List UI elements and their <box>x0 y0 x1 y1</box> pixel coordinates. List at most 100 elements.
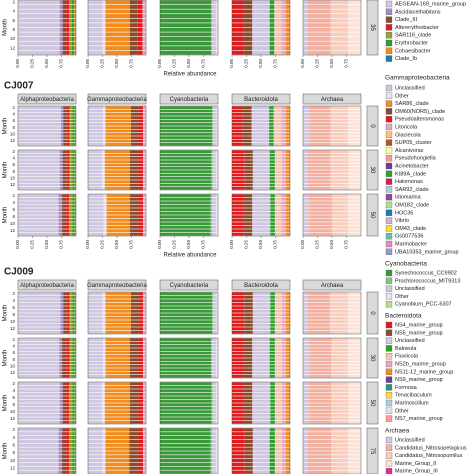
bar-segment <box>281 462 286 467</box>
bar-segment <box>331 432 349 436</box>
bar-segment <box>138 194 144 198</box>
bar-segment <box>18 358 60 362</box>
bar-segment <box>281 354 286 358</box>
bar-segment <box>66 302 70 306</box>
bar-segment <box>331 403 349 407</box>
bar-segment <box>103 358 106 362</box>
bar-segment <box>160 9 212 14</box>
bar-segment <box>75 32 76 37</box>
bar-segment <box>243 222 253 226</box>
bar-segment <box>270 197 275 201</box>
bar-segment <box>75 14 76 19</box>
bar-segment <box>63 142 67 146</box>
strip <box>159 93 219 105</box>
bar-segment <box>58 455 63 459</box>
bar-segment <box>252 392 271 396</box>
bar-segment <box>105 451 130 455</box>
bar-segment <box>129 156 139 160</box>
bar-segment <box>103 225 107 229</box>
legend-label: UBA10353_marine_group <box>395 249 459 255</box>
bar-segment <box>281 50 286 55</box>
bar-segment <box>62 439 67 444</box>
bar-segment <box>139 292 144 296</box>
bar-segment <box>143 462 146 467</box>
bar-segment <box>103 116 106 120</box>
bar-segment <box>66 180 70 184</box>
bar-segment <box>348 142 361 146</box>
bar-segment <box>129 439 139 444</box>
bar-segment <box>270 211 275 215</box>
bar-segment <box>285 180 290 184</box>
bar-segment <box>18 183 60 187</box>
legend-swatch <box>385 353 393 360</box>
bar-segment <box>331 455 349 459</box>
legend-label: NS5_marine_group <box>395 330 443 336</box>
bar-segment <box>138 470 144 474</box>
bar-segment <box>232 176 245 180</box>
bar-segment <box>62 341 67 345</box>
bar-segment <box>160 316 213 320</box>
bar-segment <box>129 186 139 190</box>
bar-segment <box>330 186 349 190</box>
bar-segment <box>69 215 73 219</box>
legend-label: Prochlorococcus_MIT9313 <box>395 278 460 284</box>
bar-segment <box>274 186 282 190</box>
bar-segment <box>243 194 253 198</box>
bar-segment <box>216 302 218 306</box>
bar-segment <box>72 180 75 184</box>
bar-segment <box>102 18 106 23</box>
x-tick-label: 0.25 <box>315 240 320 249</box>
panel-border <box>17 291 77 335</box>
legend-label: Cyanobium_PCC-6307 <box>395 302 452 308</box>
bar-segment <box>212 201 217 205</box>
bar-segment <box>252 211 271 215</box>
bar-segment <box>330 183 349 187</box>
bar-segment <box>138 389 144 393</box>
bar-segment <box>252 27 270 32</box>
bar-segment <box>105 41 130 46</box>
bar-segment <box>103 371 106 375</box>
bar-segment <box>101 166 105 170</box>
bar-segment <box>102 302 106 306</box>
bar-segment <box>72 173 75 177</box>
bar-segment <box>62 435 67 440</box>
bar-segment <box>307 320 331 324</box>
bar-segment <box>59 344 63 348</box>
bar-segment <box>252 382 271 386</box>
bar-segment <box>103 344 106 348</box>
bar-segment <box>69 299 73 303</box>
x-tick-label: 0.25 <box>315 59 320 68</box>
bar-segment <box>160 410 212 414</box>
bar-segment <box>160 396 212 400</box>
bar-segment <box>269 470 275 474</box>
bar-segment <box>308 389 332 393</box>
bar-segment <box>308 197 332 201</box>
bar-segment <box>252 204 271 208</box>
bar-segment <box>252 371 270 375</box>
bar-segment <box>308 122 331 126</box>
bar-segment <box>244 306 253 310</box>
bar-segment <box>102 462 106 467</box>
bar-segment <box>308 399 332 403</box>
bar-segment <box>213 327 217 331</box>
bar-segment <box>281 14 286 19</box>
bar-segment <box>212 160 217 164</box>
bar-segment <box>75 292 76 296</box>
bar-segment <box>331 361 349 365</box>
bar-segment <box>252 208 271 212</box>
bar-segment <box>138 201 144 205</box>
bar-segment <box>281 458 286 463</box>
bar-segment <box>138 466 144 470</box>
bar-segment <box>102 327 106 331</box>
bar-segment <box>216 126 218 130</box>
bar-segment <box>75 229 76 233</box>
bar-segment <box>62 46 67 51</box>
bar-segment <box>160 201 211 205</box>
bar-segment <box>160 417 212 421</box>
bar-segment <box>72 119 75 123</box>
bar-segment <box>104 413 130 417</box>
bar-segment <box>348 344 361 348</box>
bar-segment <box>18 330 61 334</box>
bar-segment <box>308 222 332 226</box>
bar-segment <box>72 211 75 215</box>
